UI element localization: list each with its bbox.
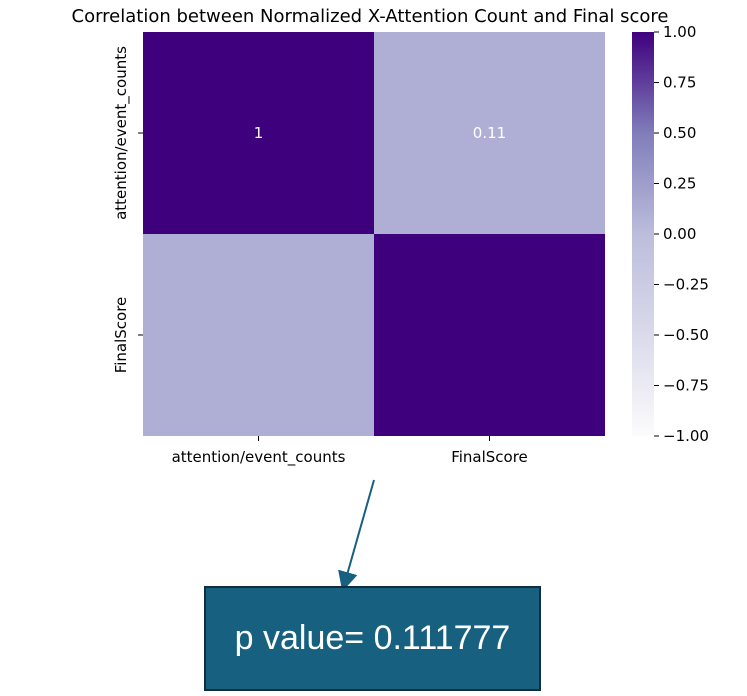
colorbar-tick-label: 0.75 xyxy=(663,74,696,92)
colorbar-tick-label: 0.50 xyxy=(663,124,696,142)
colorbar-tick-label: 0.00 xyxy=(663,225,696,243)
heatmap-cell xyxy=(143,32,374,234)
colorbar-tick-label: −1.00 xyxy=(663,427,709,445)
x-tick-label: FinalScore xyxy=(451,448,528,466)
y-tick-label: attention/event_counts xyxy=(112,46,131,220)
cell-annotation: 1 xyxy=(254,124,264,142)
x-tick-label: attention/event_counts xyxy=(172,448,346,467)
colorbar-tick-label: −0.25 xyxy=(663,276,709,294)
colorbar-tick-label: −0.50 xyxy=(663,326,709,344)
heatmap-cell xyxy=(374,234,605,436)
heatmap-cell xyxy=(143,234,374,436)
colorbar-tick-label: 0.25 xyxy=(663,175,696,193)
colorbar-tick-label: 1.00 xyxy=(663,23,696,41)
heatmap-cell xyxy=(374,32,605,234)
colorbar xyxy=(632,32,654,436)
callout-arrow xyxy=(338,479,375,592)
p-value-box: p value= 0.111777 xyxy=(204,586,541,691)
cell-annotation: 0.11 xyxy=(473,124,506,142)
p-value-text: p value= 0.111777 xyxy=(234,619,511,657)
y-tick-label: FinalScore xyxy=(112,297,130,374)
colorbar-tick-label: −0.75 xyxy=(663,377,709,395)
chart-title: Correlation between Normalized X-Attenti… xyxy=(72,6,669,27)
